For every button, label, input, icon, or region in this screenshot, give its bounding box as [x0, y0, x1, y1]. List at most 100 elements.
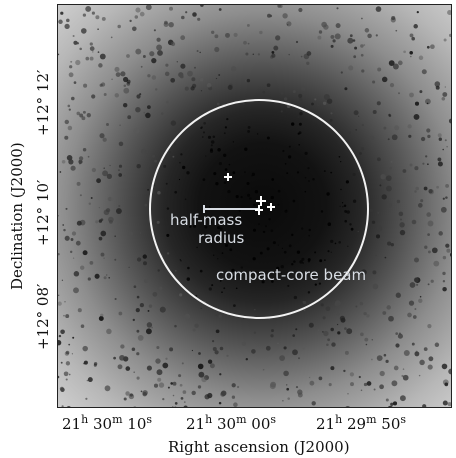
star-speck — [117, 24, 121, 29]
star-speck — [357, 115, 360, 117]
star-speck — [414, 308, 417, 310]
star-speck — [430, 279, 434, 283]
star-speck — [324, 276, 328, 280]
star-speck — [338, 155, 341, 158]
star-speck — [182, 165, 186, 170]
star-speck — [427, 233, 430, 236]
star-speck — [440, 206, 447, 213]
star-speck — [330, 112, 333, 115]
star-speck — [281, 247, 283, 249]
star-speck — [387, 405, 393, 407]
star-speck — [259, 251, 263, 255]
star-speck — [334, 242, 337, 245]
star-speck — [98, 236, 103, 241]
star-speck — [58, 253, 60, 256]
star-speck — [213, 172, 217, 176]
star-speck — [252, 53, 255, 56]
star-speck — [444, 86, 446, 88]
star-speck — [377, 67, 382, 72]
star-speck — [241, 341, 246, 346]
star-speck — [179, 161, 181, 164]
star-speck — [280, 91, 284, 95]
star-speck — [97, 51, 100, 53]
star-speck — [139, 11, 145, 17]
star-speck — [145, 112, 151, 119]
star-speck — [270, 195, 275, 200]
star-speck — [82, 250, 88, 256]
star-speck — [179, 293, 183, 297]
star-speck — [418, 374, 421, 377]
star-speck — [219, 346, 224, 351]
star-speck — [330, 44, 334, 48]
star-speck — [227, 242, 229, 244]
star-speck — [353, 55, 357, 59]
star-speck — [83, 360, 88, 365]
star-speck — [386, 257, 388, 259]
star-speck — [65, 378, 68, 381]
star-speck — [113, 356, 116, 360]
star-speck — [261, 280, 265, 284]
star-speck — [391, 380, 398, 387]
star-speck — [68, 373, 71, 376]
star-speck — [371, 339, 373, 341]
star-speck — [219, 227, 223, 231]
star-speck — [165, 63, 169, 67]
star-speck — [227, 189, 231, 194]
star-speck — [164, 71, 170, 77]
star-speck — [307, 291, 311, 294]
star-speck — [200, 90, 203, 92]
star-speck — [184, 313, 191, 320]
star-speck — [136, 257, 142, 262]
star-speck — [157, 50, 163, 56]
star-speck — [249, 197, 252, 200]
star-speck — [446, 146, 448, 148]
star-speck — [344, 209, 348, 213]
star-speck — [431, 247, 438, 254]
star-speck — [293, 295, 298, 300]
star-speck — [391, 15, 396, 21]
star-speck — [339, 328, 342, 332]
star-speck — [200, 5, 204, 7]
star-speck — [195, 294, 198, 297]
star-speck — [246, 78, 251, 83]
star-speck — [162, 397, 165, 401]
star-speck — [157, 269, 160, 272]
star-speck — [79, 47, 82, 51]
star-speck — [210, 148, 213, 152]
star-speck — [275, 35, 281, 41]
star-speck — [165, 100, 169, 104]
star-speck — [327, 250, 330, 253]
star-speck — [280, 110, 283, 113]
star-speck — [376, 101, 381, 106]
star-speck — [288, 244, 292, 248]
star-speck — [277, 244, 279, 246]
star-speck — [354, 46, 358, 50]
star-speck — [72, 257, 75, 259]
star-speck — [66, 18, 70, 23]
star-speck — [169, 347, 174, 352]
star-speck — [85, 56, 90, 61]
star-speck — [363, 311, 367, 316]
star-speck — [345, 180, 349, 184]
star-speck — [209, 220, 212, 224]
star-speck — [422, 404, 427, 407]
star-speck — [318, 282, 322, 285]
star-speck — [421, 69, 427, 75]
star-speck — [361, 17, 363, 20]
star-speck — [101, 16, 106, 21]
star-speck — [103, 167, 105, 169]
star-speck — [118, 141, 124, 147]
star-speck — [253, 203, 256, 207]
star-speck — [70, 60, 73, 63]
star-speck — [189, 225, 192, 228]
star-speck — [68, 159, 74, 165]
star-speck — [373, 388, 376, 391]
star-speck — [242, 317, 245, 320]
star-speck — [224, 168, 228, 171]
star-speck — [409, 51, 413, 55]
star-speck — [340, 160, 342, 163]
star-speck — [252, 228, 257, 232]
star-speck — [85, 5, 92, 12]
star-speck — [215, 77, 218, 80]
star-speck — [64, 351, 70, 356]
